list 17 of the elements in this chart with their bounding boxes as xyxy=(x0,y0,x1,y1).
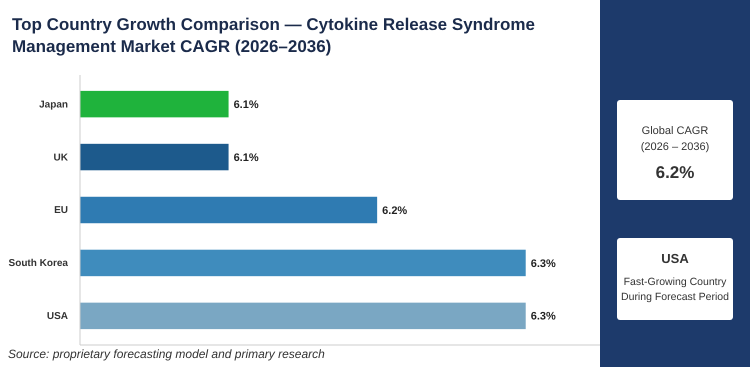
y-tick-label: USA xyxy=(46,311,68,322)
text: USA xyxy=(661,251,690,266)
data-label: 6.2% xyxy=(382,204,408,217)
data-label: 6.3% xyxy=(530,310,556,323)
data-label: 6.3% xyxy=(530,258,556,270)
text: 6.2% xyxy=(656,163,694,182)
text: Fast-Growing Country During Forecast Period xyxy=(621,276,730,303)
y-tick-label: Japan xyxy=(39,99,68,110)
text: Global CAGR xyxy=(642,125,708,137)
y-tick-label: UK xyxy=(54,152,69,164)
y-tick-label: EU xyxy=(54,205,68,216)
source-note: Source: proprietary forecasting model and primary research xyxy=(8,347,326,361)
y-tick-label: South Korea xyxy=(8,258,68,270)
chart-title: Top Country Growth Comparison — Cytokine Release Syndrome Management Market CAGR (2026–2036) xyxy=(12,15,535,56)
data-label: 6.1% xyxy=(234,98,259,111)
text: (2026 – 2036) xyxy=(640,141,710,153)
data-label: 6.1% xyxy=(234,152,259,164)
